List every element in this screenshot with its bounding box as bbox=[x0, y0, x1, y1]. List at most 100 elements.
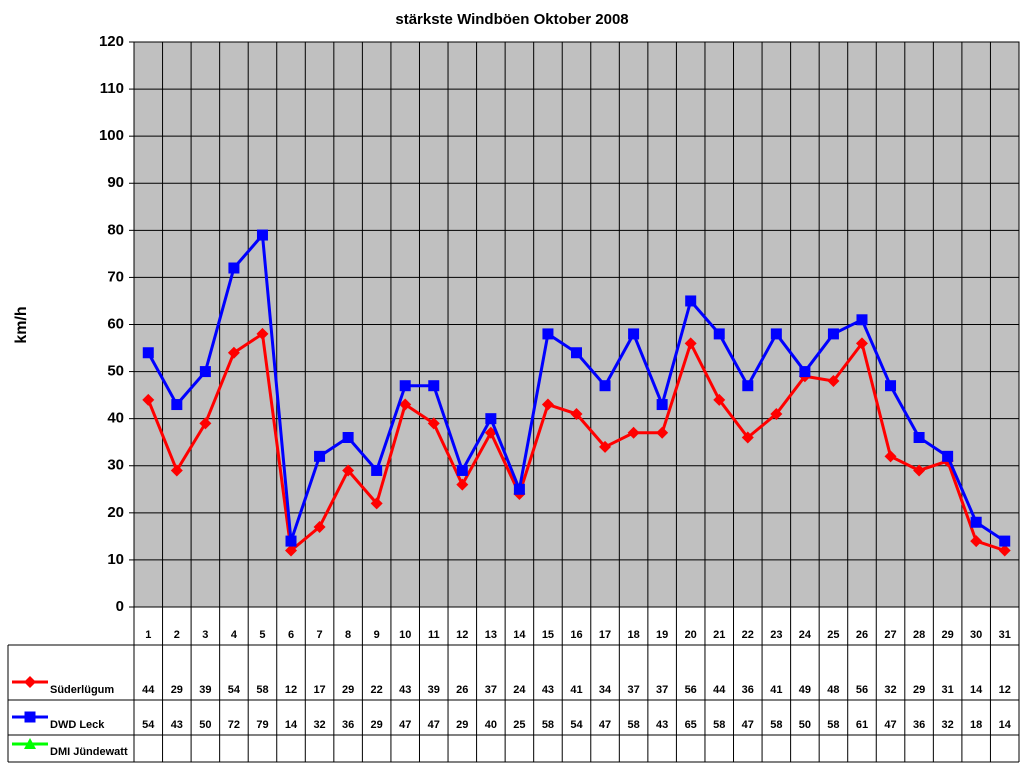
marker bbox=[628, 328, 640, 340]
x-tick-label: 8 bbox=[345, 629, 351, 641]
marker bbox=[256, 229, 268, 241]
table-value: 50 bbox=[199, 719, 211, 731]
table-value: 29 bbox=[171, 684, 183, 696]
table-value: 58 bbox=[713, 719, 725, 731]
y-tick-label: 100 bbox=[99, 127, 124, 144]
table-value: 54 bbox=[228, 684, 241, 696]
table-value: 43 bbox=[171, 719, 183, 731]
y-tick-label: 10 bbox=[107, 551, 124, 568]
x-tick-label: 15 bbox=[542, 629, 554, 641]
x-tick-label: 1 bbox=[145, 629, 151, 641]
x-tick-label: 12 bbox=[456, 629, 468, 641]
table-value: 58 bbox=[627, 719, 639, 731]
y-tick-label: 120 bbox=[99, 33, 124, 50]
marker bbox=[342, 464, 355, 477]
table-value: 41 bbox=[770, 684, 782, 696]
y-axis-label: km/h bbox=[13, 306, 30, 343]
marker bbox=[427, 417, 440, 430]
table-value: 58 bbox=[542, 719, 554, 731]
marker bbox=[342, 432, 354, 443]
marker bbox=[428, 380, 440, 392]
marker bbox=[314, 450, 326, 462]
table-value: 29 bbox=[913, 684, 925, 696]
marker bbox=[541, 398, 554, 411]
y-tick-label: 80 bbox=[107, 221, 124, 238]
marker bbox=[228, 262, 240, 274]
marker bbox=[199, 417, 212, 430]
y-tick-label: 110 bbox=[100, 80, 124, 97]
table-value: 39 bbox=[199, 684, 211, 696]
marker bbox=[998, 544, 1011, 557]
marker bbox=[741, 431, 754, 444]
table-value: 54 bbox=[570, 719, 583, 731]
x-tick-label: 6 bbox=[288, 629, 294, 641]
marker bbox=[513, 483, 525, 495]
y-tick-label: 90 bbox=[107, 174, 124, 191]
marker bbox=[456, 478, 469, 491]
marker bbox=[171, 399, 183, 411]
marker bbox=[399, 380, 411, 392]
marker bbox=[827, 375, 840, 387]
table-value: 47 bbox=[742, 719, 754, 731]
marker bbox=[827, 328, 839, 340]
x-tick-label: 9 bbox=[374, 629, 380, 641]
table-value: 72 bbox=[228, 719, 240, 731]
table-value: 32 bbox=[884, 684, 896, 696]
table-value: 37 bbox=[656, 684, 668, 696]
marker bbox=[970, 535, 983, 548]
table-value: 29 bbox=[371, 719, 383, 731]
marker bbox=[227, 346, 240, 359]
x-tick-label: 3 bbox=[202, 629, 208, 641]
table-value: 65 bbox=[685, 719, 697, 731]
x-tick-label: 14 bbox=[513, 629, 526, 641]
x-tick-label: 30 bbox=[970, 629, 982, 641]
table-value: 14 bbox=[970, 684, 983, 696]
marker bbox=[685, 295, 697, 307]
legend-marker bbox=[24, 676, 36, 688]
x-tick-label: 24 bbox=[799, 629, 812, 641]
x-tick-label: 18 bbox=[627, 629, 639, 641]
x-tick-label: 13 bbox=[485, 629, 497, 641]
table-value: 47 bbox=[428, 719, 440, 731]
table-value: 43 bbox=[542, 684, 554, 696]
table-value: 34 bbox=[599, 684, 612, 696]
table-value: 44 bbox=[713, 684, 726, 696]
y-tick-label: 60 bbox=[107, 315, 124, 332]
table-value: 12 bbox=[999, 684, 1011, 696]
x-tick-label: 27 bbox=[884, 629, 896, 641]
table-value: 14 bbox=[999, 719, 1012, 731]
table-value: 54 bbox=[142, 719, 155, 731]
marker bbox=[885, 380, 897, 392]
table-value: 43 bbox=[656, 719, 668, 731]
x-tick-label: 22 bbox=[742, 629, 754, 641]
marker bbox=[256, 327, 269, 340]
marker bbox=[770, 328, 782, 340]
chart-title: stärkste Windböen Oktober 2008 bbox=[395, 11, 628, 28]
table-value: 17 bbox=[313, 684, 325, 696]
marker bbox=[913, 464, 926, 477]
marker bbox=[285, 535, 297, 547]
marker bbox=[684, 337, 697, 350]
table-value: 12 bbox=[285, 684, 297, 696]
marker bbox=[770, 407, 783, 420]
marker bbox=[570, 407, 583, 420]
x-tick-label: 7 bbox=[317, 629, 323, 641]
x-tick-label: 31 bbox=[999, 629, 1011, 641]
marker bbox=[599, 380, 611, 392]
marker bbox=[485, 413, 497, 425]
x-tick-label: 20 bbox=[685, 629, 697, 641]
table-value: 36 bbox=[342, 719, 354, 731]
legend-marker bbox=[24, 738, 36, 749]
marker bbox=[599, 440, 612, 453]
table-value: 29 bbox=[342, 684, 354, 696]
marker bbox=[913, 432, 925, 443]
table-value: 39 bbox=[428, 684, 440, 696]
marker bbox=[799, 366, 811, 378]
marker bbox=[142, 393, 155, 406]
table-value: 18 bbox=[970, 719, 982, 731]
table-value: 58 bbox=[827, 719, 839, 731]
y-tick-label: 0 bbox=[116, 598, 124, 615]
table-value: 56 bbox=[685, 684, 697, 696]
x-tick-label: 29 bbox=[942, 629, 954, 641]
y-tick-label: 50 bbox=[107, 363, 124, 380]
